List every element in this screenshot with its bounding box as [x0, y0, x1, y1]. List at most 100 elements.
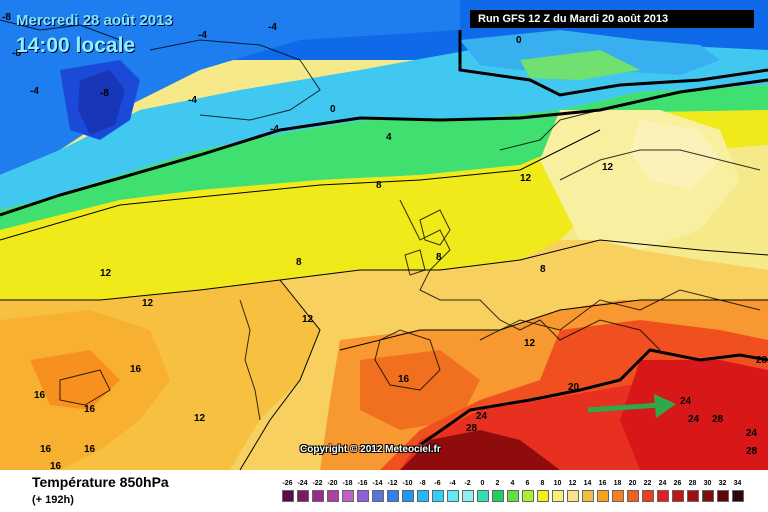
contour-label: 0 — [516, 35, 522, 46]
legend-swatch — [657, 490, 669, 502]
run-info: Run GFS 12 Z du Mardi 20 août 2013 — [470, 10, 754, 28]
contour-label: 8 — [436, 252, 442, 263]
legend-swatch — [597, 490, 609, 502]
legend-tick: 26 — [673, 480, 682, 487]
legend-swatch — [357, 490, 369, 502]
legend-swatch — [297, 490, 309, 502]
variable-name: Température 850hPa — [32, 474, 169, 490]
contour-label: 12 — [520, 173, 532, 184]
contour-label: 16 — [84, 404, 96, 415]
contour-label: 28 — [466, 423, 478, 434]
contour-label: -4 — [198, 30, 207, 41]
legend-tick: 18 — [613, 480, 622, 487]
legend-swatch — [312, 490, 324, 502]
legend-tick: -4 — [449, 480, 456, 487]
legend-tick: -26 — [282, 480, 293, 487]
contour-label: -8 — [2, 12, 11, 23]
legend-swatch — [537, 490, 549, 502]
legend-swatch — [627, 490, 639, 502]
legend-swatch — [687, 490, 699, 502]
contour-label: -4 — [30, 86, 39, 97]
contour-label: 12 — [142, 298, 154, 309]
contour-label: 28 — [746, 446, 758, 457]
legend-tick: -24 — [297, 480, 308, 487]
legend-swatch — [522, 490, 534, 502]
contour-label: 0 — [330, 104, 336, 115]
legend-swatch — [672, 490, 684, 502]
contour-label: 28 — [712, 414, 724, 425]
contour-label: 24 — [746, 428, 758, 439]
contour-label: 16 — [398, 374, 410, 385]
contour-label: 20 — [568, 382, 580, 393]
legend-tick: 20 — [628, 480, 637, 487]
legend-swatch — [477, 490, 489, 502]
legend-swatch — [462, 490, 474, 502]
legend-tick: -2 — [464, 480, 471, 487]
legend-tick: 0 — [480, 480, 485, 487]
legend-tick: 28 — [688, 480, 697, 487]
contour-label: -4 — [270, 124, 279, 135]
contour-label: 28 — [756, 355, 768, 366]
legend-swatch — [552, 490, 564, 502]
legend-tick: 2 — [495, 480, 500, 487]
contour-label: 16 — [130, 364, 142, 375]
legend-tick: -22 — [312, 480, 323, 487]
legend-swatch — [567, 490, 579, 502]
legend-swatch — [282, 490, 294, 502]
legend-tick: 12 — [568, 480, 577, 487]
legend-tick: -16 — [357, 480, 368, 487]
lead-time: (+ 192h) — [32, 494, 74, 506]
legend-tick: -10 — [402, 480, 413, 487]
legend-tick: 32 — [718, 480, 727, 487]
forecast-date: Mercredi 28 août 2013 — [16, 12, 173, 29]
legend-tick: -8 — [419, 480, 426, 487]
legend-swatch — [432, 490, 444, 502]
legend-tick: -6 — [434, 480, 441, 487]
legend-swatch — [402, 490, 414, 502]
legend-tick: 16 — [598, 480, 607, 487]
contour-label: 24 — [680, 396, 692, 407]
legend-tick: -18 — [342, 480, 353, 487]
legend-swatch — [702, 490, 714, 502]
legend-tick: 8 — [540, 480, 545, 487]
legend-swatch — [717, 490, 729, 502]
contour-label: -4 — [268, 22, 277, 33]
footer: Température 850hPa (+ 192h) -26 -24 -22 -20… — [0, 470, 768, 512]
contour-label: -8 — [12, 48, 21, 59]
legend-swatch — [327, 490, 339, 502]
forecast-arrow — [587, 394, 676, 418]
contour-labels: -8 -8 -4 -4 -4 -8 -4 -4 0 0 4 8 12 12 8 8 12 12 8 12 12 16 16 1… — [2, 12, 768, 470]
contour-label: 12 — [100, 268, 112, 279]
legend-swatch — [732, 490, 744, 502]
legend-tick: 4 — [510, 480, 515, 487]
legend-tick: 24 — [658, 480, 667, 487]
contour-label: -8 — [100, 88, 109, 99]
legend-swatch — [642, 490, 654, 502]
legend-swatch — [507, 490, 519, 502]
legend-tick: -14 — [372, 480, 383, 487]
legend-tick: 14 — [583, 480, 592, 487]
copyright: Copyright © 2012 Meteociel.fr — [300, 444, 441, 455]
legend-tick: 10 — [553, 480, 562, 487]
forecast-time: 14:00 locale — [16, 34, 136, 57]
contour-label: 16 — [84, 444, 96, 455]
contour-label: 24 — [476, 411, 488, 422]
legend-swatch — [447, 490, 459, 502]
contour-label: 12 — [302, 314, 314, 325]
contour-label: 8 — [296, 257, 302, 268]
legend-tick: 22 — [643, 480, 652, 487]
legend-tick: -20 — [327, 480, 338, 487]
contour-label: -4 — [188, 95, 197, 106]
legend-swatch — [417, 490, 429, 502]
legend-swatch — [342, 490, 354, 502]
contour-label: 12 — [524, 338, 536, 349]
legend-swatch — [612, 490, 624, 502]
contour-label: 8 — [540, 264, 546, 275]
legend-swatch — [492, 490, 504, 502]
legend-swatch — [582, 490, 594, 502]
legend-tick: -12 — [387, 480, 398, 487]
contour-label: 16 — [40, 444, 52, 455]
contour-label: 24 — [688, 414, 700, 425]
contour-label: 16 — [50, 461, 62, 470]
legend-tick: 30 — [703, 480, 712, 487]
